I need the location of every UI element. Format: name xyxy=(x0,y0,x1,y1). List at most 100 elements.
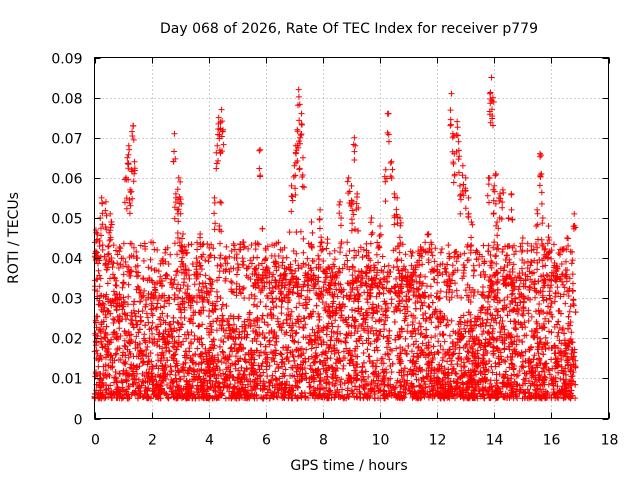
data-point xyxy=(219,301,226,308)
data-point xyxy=(435,349,442,356)
data-point xyxy=(570,302,577,309)
data-point xyxy=(223,303,230,310)
data-point xyxy=(519,311,526,318)
data-point xyxy=(156,330,163,337)
data-point xyxy=(540,297,547,304)
data-point xyxy=(144,343,151,350)
data-point xyxy=(345,280,352,287)
data-point xyxy=(169,343,176,350)
data-point xyxy=(220,316,227,323)
data-point xyxy=(293,229,300,236)
data-point xyxy=(565,293,572,299)
data-point xyxy=(340,362,347,369)
chart-title: Day 068 of 2026, Rate Of TEC Index for r… xyxy=(160,21,538,37)
data-point xyxy=(542,340,549,347)
data-point xyxy=(490,325,497,332)
data-point xyxy=(120,359,127,366)
data-point xyxy=(271,342,278,349)
data-point xyxy=(266,337,273,344)
data-point xyxy=(349,306,356,313)
data-point xyxy=(364,346,371,353)
data-point xyxy=(194,345,201,352)
data-point xyxy=(548,300,555,307)
data-point xyxy=(453,379,460,386)
data-point xyxy=(170,314,177,321)
data-point xyxy=(516,368,523,374)
data-point xyxy=(548,356,555,363)
data-point xyxy=(359,368,366,375)
data-point xyxy=(508,372,515,379)
data-point xyxy=(482,336,489,343)
data-point xyxy=(137,318,144,325)
data-point xyxy=(154,300,161,307)
data-point xyxy=(381,381,388,388)
data-point xyxy=(412,314,419,321)
data-point xyxy=(520,312,527,319)
data-point xyxy=(269,299,276,306)
data-point xyxy=(555,250,562,257)
data-point xyxy=(528,313,535,320)
data-point xyxy=(263,363,270,370)
data-point xyxy=(215,357,222,364)
data-point xyxy=(448,317,455,324)
data-point xyxy=(555,318,562,325)
data-point xyxy=(369,314,376,321)
data-point xyxy=(388,368,395,375)
data-point xyxy=(404,322,411,329)
data-point xyxy=(408,348,415,355)
data-point xyxy=(438,384,445,391)
data-point xyxy=(525,317,532,324)
data-point xyxy=(316,285,323,292)
data-point xyxy=(406,296,413,303)
data-point xyxy=(92,338,99,345)
data-point xyxy=(566,308,573,315)
data-point xyxy=(402,335,409,342)
data-point xyxy=(505,330,512,337)
data-point xyxy=(543,310,550,317)
data-point xyxy=(436,295,443,302)
data-point xyxy=(266,338,273,345)
data-point xyxy=(130,324,137,331)
data-point xyxy=(562,300,569,307)
data-point xyxy=(426,314,433,321)
data-point xyxy=(113,307,120,314)
data-point xyxy=(125,382,132,389)
data-point xyxy=(130,376,137,383)
data-point xyxy=(232,353,239,360)
data-point xyxy=(149,339,156,346)
data-point xyxy=(336,269,343,276)
data-point xyxy=(506,346,513,353)
data-point xyxy=(132,313,139,320)
data-point xyxy=(250,301,257,308)
data-point xyxy=(306,383,313,390)
data-point xyxy=(404,328,411,335)
data-point xyxy=(218,305,225,312)
data-point xyxy=(313,302,320,309)
data-point xyxy=(213,327,220,334)
data-point xyxy=(374,357,381,364)
data-point xyxy=(488,363,495,370)
data-point xyxy=(406,287,413,294)
data-point xyxy=(487,322,494,329)
data-point xyxy=(386,356,393,363)
data-point xyxy=(428,319,435,326)
data-point xyxy=(135,376,142,383)
data-point xyxy=(359,340,366,347)
data-point xyxy=(291,357,298,364)
data-point xyxy=(278,310,285,317)
data-point xyxy=(545,303,552,310)
data-point xyxy=(367,340,374,347)
data-point xyxy=(110,319,117,326)
data-point xyxy=(519,363,526,370)
data-point xyxy=(278,351,285,358)
data-point xyxy=(568,329,575,336)
data-point xyxy=(441,338,448,345)
data-point xyxy=(121,337,128,344)
data-point xyxy=(266,362,273,369)
data-point xyxy=(302,305,309,312)
data-point xyxy=(257,298,264,305)
data-point xyxy=(349,263,356,270)
data-point xyxy=(269,372,276,379)
data-point xyxy=(157,357,164,364)
